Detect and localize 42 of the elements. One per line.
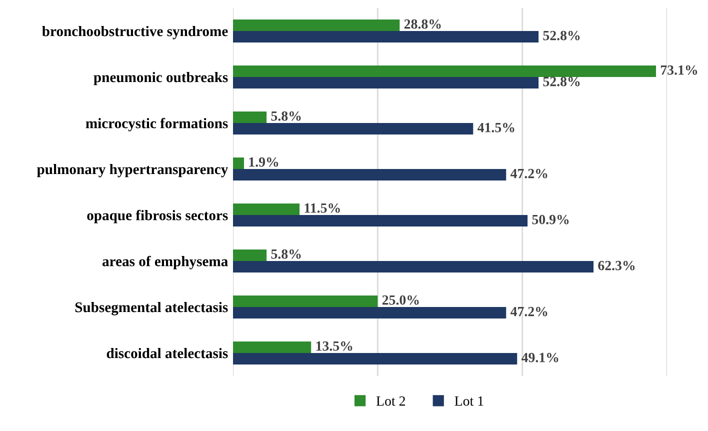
bar <box>233 353 518 364</box>
bar <box>233 112 267 123</box>
bar <box>233 77 539 88</box>
data-label: 62.3% <box>598 260 635 270</box>
data-label: 52.8% <box>543 30 580 40</box>
data-label: 13.5% <box>316 341 352 351</box>
bar <box>233 169 506 180</box>
y-tick-label: opaque fibrosis sectors <box>87 210 228 224</box>
data-label: 41.5% <box>478 122 514 132</box>
data-label: 73.1% <box>660 65 698 75</box>
bar <box>233 215 528 226</box>
y-tick-label: pulmonary hypertransparency <box>36 164 228 178</box>
bar <box>233 204 300 215</box>
y-tick-label: pneumonic outbreaks <box>94 72 228 86</box>
bar <box>233 123 474 134</box>
bar <box>233 66 656 77</box>
y-tick-label: Subsegmental atelectasis <box>75 302 228 316</box>
data-label: 5.8% <box>271 111 301 121</box>
data-label: 47.2% <box>510 168 548 178</box>
bar <box>233 158 244 169</box>
y-tick-label: microcystic formations <box>86 118 228 132</box>
bar <box>233 342 312 353</box>
bar <box>233 31 539 42</box>
bar <box>233 250 267 261</box>
data-label: 25.0% <box>382 295 419 305</box>
data-label: 5.8% <box>271 249 301 259</box>
legend-label: Lot 2 <box>376 396 405 406</box>
y-tick-label: discoidal atelectasis <box>106 348 228 358</box>
bar <box>233 296 378 307</box>
data-label: 28.8% <box>404 19 441 29</box>
bar <box>233 307 506 318</box>
data-label: 1.9% <box>249 157 278 167</box>
bar <box>233 261 594 272</box>
data-label: 11.5% <box>304 203 340 213</box>
data-label: 47.2% <box>510 306 548 316</box>
y-tick-label: bronchoobstructive syndrome <box>42 26 228 40</box>
bar <box>233 20 400 31</box>
legend-label: Lot 1 <box>454 396 484 406</box>
y-tick-label: areas of emphysema <box>102 256 228 270</box>
data-label: 49.1% <box>521 352 558 362</box>
data-label: 50.9% <box>532 214 569 224</box>
data-label: 52.8% <box>543 76 580 86</box>
